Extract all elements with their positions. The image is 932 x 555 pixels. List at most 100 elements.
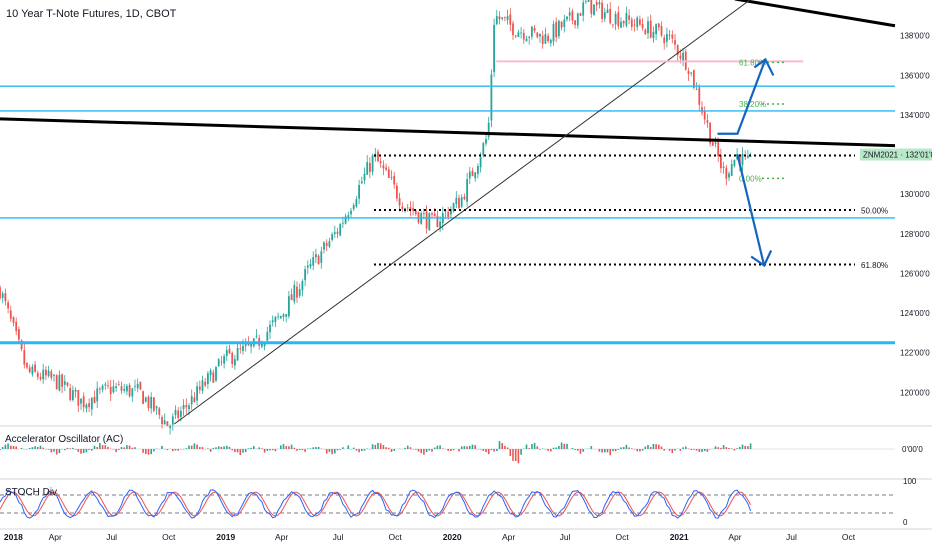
- candle-body: [520, 32, 522, 34]
- candle-body: [18, 329, 20, 340]
- candle-body: [582, 2, 585, 16]
- candle-body: [747, 155, 749, 158]
- candle-body: [215, 367, 217, 381]
- price-tick-label: 134'00'0: [900, 111, 930, 120]
- candle-body: [339, 224, 342, 236]
- candle-body: [722, 166, 725, 168]
- candle-body: [153, 397, 155, 411]
- candle-body: [390, 177, 393, 179]
- candle-body: [641, 24, 644, 29]
- candle-body: [674, 40, 676, 45]
- candle-body: [169, 425, 171, 429]
- candle-body: [358, 184, 360, 199]
- candle-body: [620, 21, 622, 28]
- candle-body: [188, 405, 190, 410]
- candle-body: [242, 345, 244, 351]
- candle-body: [180, 410, 182, 417]
- candle-body: [304, 269, 306, 281]
- candle-body: [20, 340, 23, 350]
- candle-body: [293, 285, 296, 302]
- candle-body: [539, 33, 541, 37]
- candle-body: [69, 388, 72, 400]
- candle-body: [331, 234, 333, 240]
- time-tick-label: Oct: [842, 532, 856, 542]
- candle-body: [190, 396, 193, 405]
- candle-body: [649, 20, 652, 38]
- candle-body: [315, 254, 317, 258]
- candle-body: [298, 289, 301, 296]
- candle-body: [279, 316, 282, 319]
- candle-body: [323, 242, 325, 250]
- candle-body: [701, 107, 703, 113]
- candle-body: [730, 164, 733, 176]
- candle-body: [428, 213, 431, 231]
- candle-body: [647, 21, 649, 34]
- candle-body: [126, 386, 128, 392]
- candle-body: [630, 19, 633, 27]
- projection-arrow-down: [736, 154, 766, 266]
- candle-body: [288, 296, 290, 317]
- candle-body: [514, 35, 517, 37]
- candle-body: [493, 24, 495, 73]
- candle-body: [80, 398, 82, 404]
- candle-body: [536, 32, 539, 38]
- candle-body: [393, 175, 396, 185]
- candle-body: [568, 12, 571, 16]
- candle-body: [412, 208, 414, 212]
- candle-body: [269, 324, 271, 333]
- candle-body: [142, 391, 144, 404]
- candle-body: [26, 362, 28, 368]
- candle-body: [444, 211, 447, 213]
- candle-body: [703, 110, 706, 120]
- candle-body: [23, 350, 26, 365]
- stoch-tick-label: 0: [903, 518, 908, 527]
- candle-body: [741, 153, 744, 165]
- candle-body: [366, 162, 369, 175]
- candle-body: [598, 2, 601, 5]
- candle-body: [312, 257, 315, 266]
- candle-body: [728, 173, 730, 178]
- candle-body: [585, 1, 587, 3]
- candle-body: [112, 386, 115, 393]
- ac-tick-label: 0'00'0: [902, 445, 923, 454]
- candle-body: [350, 210, 352, 215]
- candle-body: [88, 403, 90, 408]
- price-tick-label: 120'00'0: [900, 388, 930, 397]
- chart-title: 10 Year T-Note Futures, 1D, CBOT: [6, 8, 177, 20]
- time-tick-label: Apr: [502, 532, 515, 542]
- candle-body: [66, 382, 69, 386]
- stoch-indicator-title: STOCH Div: [5, 487, 58, 498]
- candle-body: [601, 2, 603, 19]
- price-tick-label: 126'00'0: [900, 269, 930, 278]
- fib-up-label: 0.00%: [739, 174, 762, 183]
- candle-body: [371, 155, 374, 172]
- candle-body: [436, 215, 439, 227]
- candle-body: [12, 317, 15, 323]
- candle-body: [558, 20, 560, 37]
- candle-body: [82, 396, 85, 408]
- candle-body: [50, 371, 53, 378]
- candle-body: [695, 88, 698, 90]
- candle-body: [471, 170, 474, 177]
- time-tick-label: Oct: [388, 532, 402, 542]
- candle-body: [96, 388, 99, 402]
- candle-body: [131, 388, 134, 397]
- candle-body: [115, 386, 117, 389]
- candle-body: [652, 31, 655, 39]
- time-tick-label: Jul: [333, 532, 344, 542]
- candle-body: [53, 374, 55, 376]
- candle-body: [463, 196, 466, 200]
- candle-body: [706, 120, 709, 123]
- candle-body: [671, 34, 674, 39]
- time-tick-label: 2019: [216, 532, 235, 542]
- candle-body: [161, 417, 163, 425]
- candle-body: [4, 293, 7, 302]
- candle-body: [431, 213, 433, 215]
- candle-body: [512, 23, 514, 36]
- candle-body: [63, 381, 66, 385]
- candle-body: [223, 356, 225, 364]
- candle-body: [541, 35, 544, 45]
- time-tick-label: Oct: [162, 532, 176, 542]
- stoch-d-line: [0, 491, 752, 517]
